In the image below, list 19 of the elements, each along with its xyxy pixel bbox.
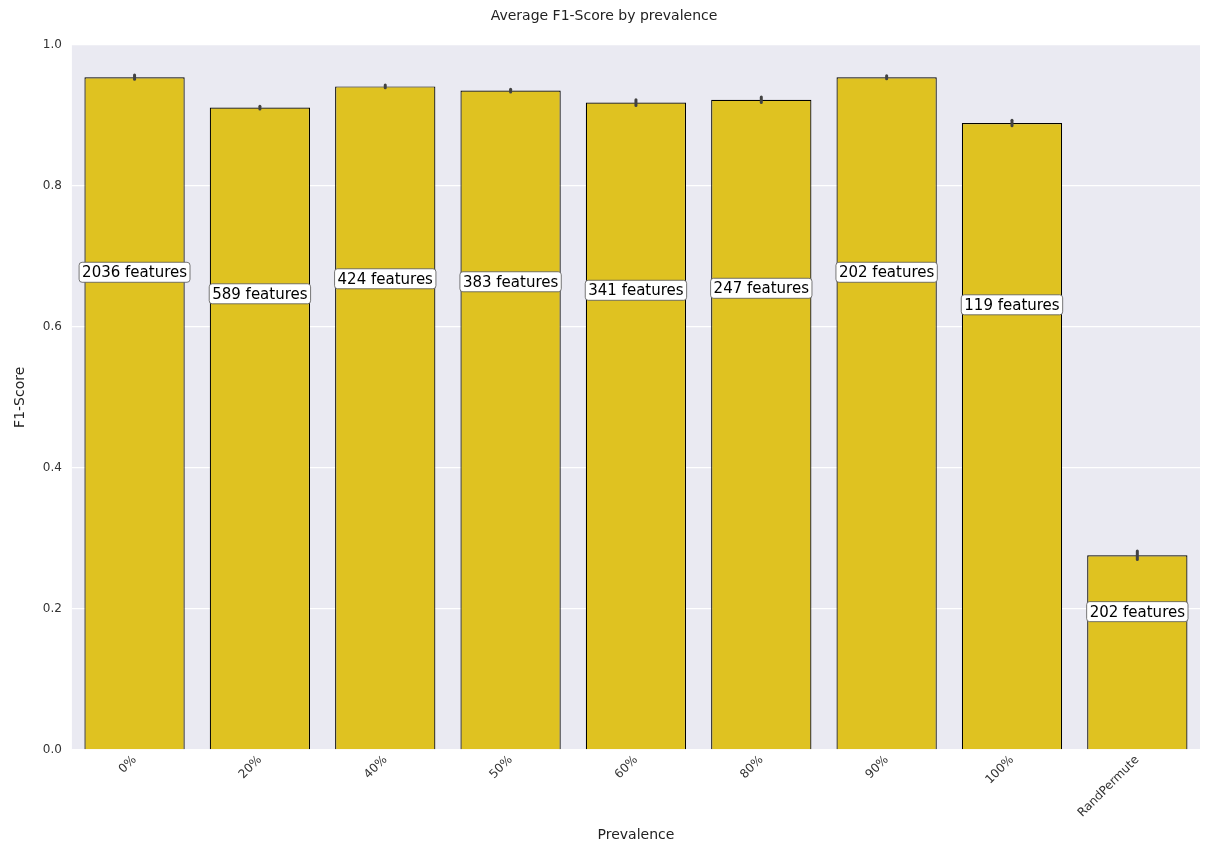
annotation: 589 features [212,284,308,303]
y-tick-label: 0.4 [42,459,62,474]
y-tick-label: 0.0 [42,741,62,756]
y-tick-label: 0.6 [42,318,62,333]
annotation: 202 features [1089,602,1186,621]
chart-title: Average F1-Score by prevalence [490,7,718,24]
y-axis-title: F1-Score [11,366,28,428]
y-tick-label: 0.2 [42,600,62,615]
y-tick-label: 1.0 [42,36,62,51]
annotation: 2036 features [82,263,188,282]
annotation: 424 features [337,269,434,288]
annotation: 247 features [713,279,810,298]
annotation: 119 features [964,295,1060,314]
annotation: 202 features [838,263,935,282]
annotation: 341 features [588,281,684,300]
annotation: 383 features [462,272,559,291]
y-tick-label: 0.8 [42,177,62,192]
x-tick-label: 0% [115,752,139,776]
x-axis-title: Prevalence [597,826,675,843]
